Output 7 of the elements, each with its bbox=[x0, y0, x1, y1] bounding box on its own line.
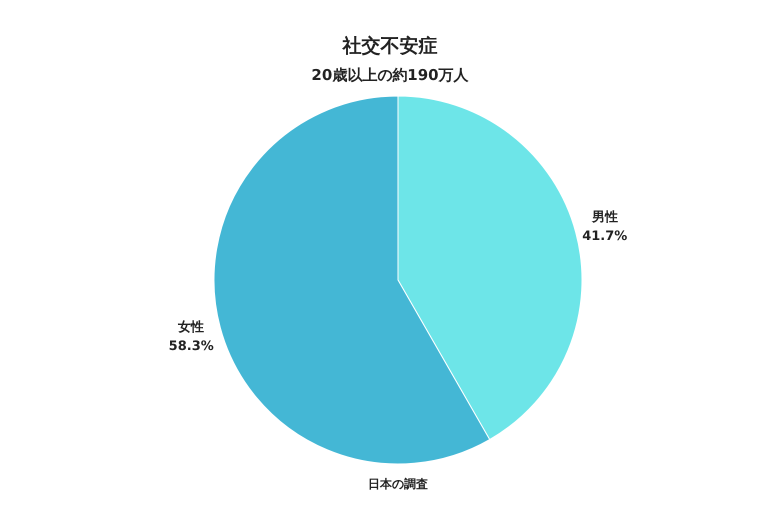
slice-label: 男性 bbox=[590, 210, 618, 225]
chart-subtitle: 20歳以上の約190万人 bbox=[311, 66, 470, 84]
text: 日本の調査 bbox=[368, 477, 428, 491]
data-label: 41.7% bbox=[582, 228, 628, 244]
data-label: 58.3% bbox=[168, 339, 214, 354]
slice-label: 女性 bbox=[177, 320, 204, 336]
chart-title: 社交不安症 bbox=[342, 35, 438, 57]
